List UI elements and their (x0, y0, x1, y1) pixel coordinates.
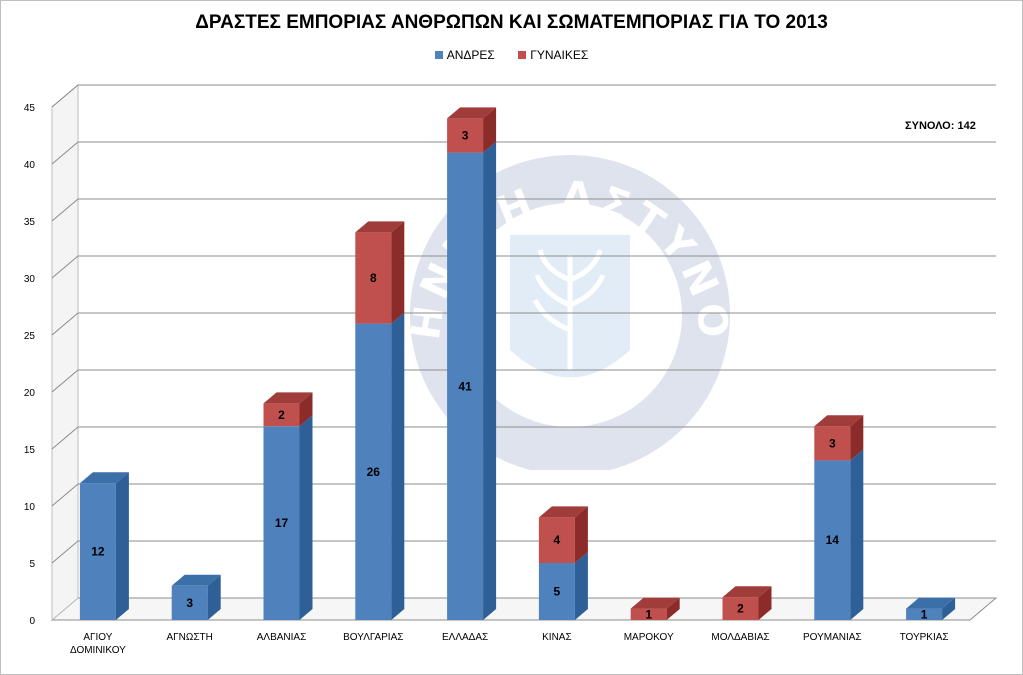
bar-segment-front (906, 608, 943, 620)
bar-data-label: 14 (826, 533, 840, 547)
bar-data-label: 17 (275, 516, 289, 530)
x-tick-label: ΒΟΥΛΓΑΡΙΑΣ (343, 632, 403, 643)
y-tick-label: 0 (29, 616, 35, 627)
bar-segment-side (574, 552, 588, 620)
y-tick-label: 20 (24, 388, 36, 399)
bar-segment-front (79, 483, 116, 620)
gridline (51, 312, 996, 336)
bar-data-label: 3 (462, 129, 469, 143)
chart-legend: ΑΝΔΡΕΣ ΓΥΝΑΙΚΕΣ (0, 48, 1023, 62)
bar-segment-side (758, 586, 772, 620)
bar-segment-top (79, 472, 129, 484)
gridline (51, 84, 996, 108)
y-tick-label: 25 (24, 331, 36, 342)
bar-segment-side (299, 392, 313, 427)
bar-segment-front (814, 426, 851, 461)
bar-segment-front (814, 460, 851, 620)
bar-segment-side (115, 472, 129, 620)
gridline (51, 483, 996, 507)
x-tick-label: ΔΟΜΙΝΙΚΟΥ (70, 645, 126, 656)
y-tick-label: 35 (24, 217, 36, 228)
bar-segment-front (722, 597, 759, 620)
bar-data-label: 1 (921, 607, 928, 621)
bar-segment-side (483, 107, 497, 153)
y-tick-label: 45 (24, 103, 36, 114)
bar-segment-top (814, 415, 864, 427)
bar-segment-front (630, 608, 667, 620)
x-tick-label: ΑΓΝΩΣΤΗ (167, 632, 213, 643)
gridline (51, 426, 996, 450)
bar-segment-top (630, 597, 680, 609)
bar-data-label: 26 (367, 465, 381, 479)
y-tick-label: 40 (24, 160, 36, 171)
y-tick-label: 10 (24, 502, 36, 513)
legend-label-men: ΑΝΔΡΕΣ (446, 48, 495, 62)
bar-data-label: 4 (554, 533, 561, 547)
bar-segment-top (906, 597, 956, 609)
bar-segment-top (447, 107, 497, 119)
bar-segment-top (538, 506, 588, 518)
x-tick-label: ΑΛΒΑΝΙΑΣ (257, 632, 307, 643)
bar-data-label: 3 (186, 596, 193, 610)
bar-segment-top (263, 392, 313, 404)
bar-segment-side (574, 506, 588, 563)
bar-segment-front (263, 403, 300, 427)
bar-segment-front (171, 585, 208, 620)
chart-title: ΔΡΑΣΤΕΣ ΕΜΠΟΡΙΑΣ ΑΝΘΡΩΠΩΝ ΚΑΙ ΣΩΜΑΤΕΜΠΟΡ… (195, 12, 828, 33)
legend-swatch-men (434, 51, 443, 59)
bar-segment-top (722, 586, 772, 598)
bar-segment-front (538, 517, 575, 563)
total-annotation: ΣΥΝΟΛΟ: 142 (905, 120, 976, 132)
bar-segment-side (850, 415, 864, 461)
gridline (51, 540, 996, 564)
bar-segment-front (263, 426, 300, 620)
x-tick-label: ΑΓΙΟΥ (83, 632, 112, 643)
bar-data-label: 3 (829, 436, 836, 450)
bar-segment-front (447, 152, 484, 620)
legend-item-men: ΑΝΔΡΕΣ (434, 48, 495, 62)
bar-segment-top (355, 221, 405, 233)
legend-item-women: ΓΥΝΑΙΚΕΣ (518, 48, 588, 62)
x-tick-label: ΡΟΥΜΑΝΙΑΣ (803, 632, 862, 643)
bar-segment-top (171, 574, 221, 586)
bar-segment-side (391, 221, 405, 324)
plot-left-wall (51, 83, 79, 622)
bar-segment-front (355, 323, 392, 620)
bar-segment-front (355, 232, 392, 324)
bar-segment-side (483, 141, 497, 620)
bar-segment-front (447, 118, 484, 153)
bar-data-label: 2 (737, 602, 744, 616)
x-tick-label: ΜΟΛΔΑΒΙΑΣ (711, 632, 769, 643)
y-tick-label: 15 (24, 445, 36, 456)
bar-segment-side (391, 312, 405, 620)
bar-segment-side (942, 597, 956, 620)
gridline (51, 141, 996, 165)
y-tick-label: 5 (29, 559, 35, 570)
legend-swatch-women (518, 51, 527, 59)
x-tick-label: ΕΛΛΑΔΑΣ (442, 632, 488, 643)
bar-data-label: 41 (458, 379, 472, 393)
bar-data-label: 1 (645, 607, 652, 621)
bar-data-label: 2 (278, 408, 285, 422)
x-tick-label: ΚΙΝΑΣ (542, 632, 572, 643)
bar-data-label: 8 (370, 271, 377, 285)
legend-label-women: ΓΥΝΑΙΚΕΣ (530, 48, 589, 62)
gridline (51, 198, 996, 222)
gridline (51, 255, 996, 279)
gridline (51, 369, 996, 393)
y-tick-label: 30 (24, 274, 36, 285)
bar-data-label: 12 (91, 545, 105, 559)
bar-segment-side (666, 597, 680, 620)
bar-segment-side (850, 449, 864, 620)
x-tick-label: ΤΟΥΡΚΙΑΣ (900, 632, 949, 643)
bar-segment-side (299, 415, 313, 620)
bar-segment-front (538, 563, 575, 620)
bar-segment-side (207, 574, 221, 620)
x-tick-label: ΜΑΡΟΚΟΥ (624, 632, 674, 643)
bar-data-label: 5 (554, 585, 561, 599)
